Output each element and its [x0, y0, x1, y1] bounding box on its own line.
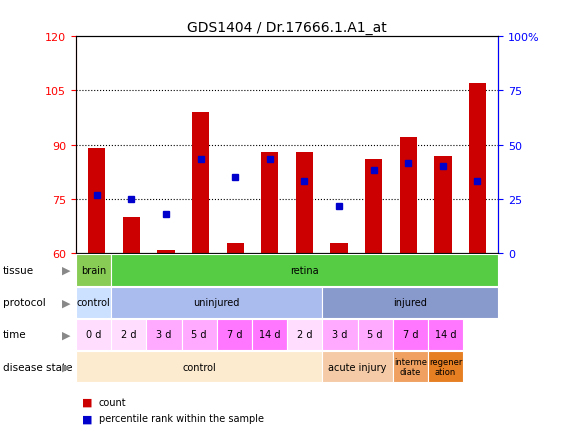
Bar — [111, 319, 146, 350]
Text: retina: retina — [291, 266, 319, 275]
Text: ▶: ▶ — [62, 266, 71, 275]
Bar — [217, 319, 252, 350]
Bar — [76, 287, 111, 318]
Bar — [226, 243, 244, 254]
Bar — [400, 138, 417, 254]
Bar — [428, 351, 463, 382]
Text: brain: brain — [81, 266, 106, 275]
Bar — [365, 160, 382, 254]
Bar — [192, 113, 209, 254]
Text: time: time — [3, 330, 26, 339]
Text: 5 d: 5 d — [191, 330, 207, 339]
Text: ■: ■ — [82, 397, 92, 407]
Text: interme
diate: interme diate — [394, 357, 427, 376]
Text: count: count — [99, 397, 126, 407]
Text: acute injury: acute injury — [328, 362, 387, 372]
Text: 0 d: 0 d — [86, 330, 101, 339]
Text: regener
ation: regener ation — [429, 357, 462, 376]
Text: ▶: ▶ — [62, 362, 71, 372]
Bar — [157, 250, 175, 254]
Text: ▶: ▶ — [62, 330, 71, 339]
Text: percentile rank within the sample: percentile rank within the sample — [99, 414, 263, 423]
Bar — [76, 319, 111, 350]
Text: 2 d: 2 d — [297, 330, 312, 339]
Bar — [111, 287, 322, 318]
Text: 14 d: 14 d — [259, 330, 280, 339]
Bar — [428, 319, 463, 350]
Text: uninjured: uninjured — [194, 298, 240, 307]
Bar — [469, 84, 486, 254]
Bar — [88, 149, 105, 254]
Text: tissue: tissue — [3, 266, 34, 275]
Bar — [358, 319, 393, 350]
Bar — [322, 351, 393, 382]
Text: 2 d: 2 d — [121, 330, 137, 339]
Bar — [252, 319, 287, 350]
Text: 3 d: 3 d — [332, 330, 347, 339]
Bar — [146, 319, 181, 350]
Text: 7 d: 7 d — [226, 330, 242, 339]
Text: 3 d: 3 d — [157, 330, 172, 339]
Bar — [322, 287, 498, 318]
Bar — [434, 156, 452, 254]
Bar — [330, 243, 348, 254]
Bar — [181, 319, 217, 350]
Text: ▶: ▶ — [62, 298, 71, 307]
Text: control: control — [77, 298, 110, 307]
Bar — [322, 319, 358, 350]
Text: disease state: disease state — [3, 362, 72, 372]
Title: GDS1404 / Dr.17666.1.A1_at: GDS1404 / Dr.17666.1.A1_at — [187, 20, 387, 34]
Bar — [287, 319, 322, 350]
Text: 5 d: 5 d — [367, 330, 383, 339]
Bar — [76, 255, 111, 286]
Bar — [393, 319, 428, 350]
Text: 7 d: 7 d — [403, 330, 418, 339]
Bar — [296, 153, 313, 254]
Bar — [261, 153, 279, 254]
Text: injured: injured — [394, 298, 427, 307]
Text: 14 d: 14 d — [435, 330, 456, 339]
Text: protocol: protocol — [3, 298, 46, 307]
Text: ■: ■ — [82, 414, 92, 423]
Bar — [123, 218, 140, 254]
Bar — [393, 351, 428, 382]
Text: control: control — [182, 362, 216, 372]
Bar — [76, 351, 322, 382]
